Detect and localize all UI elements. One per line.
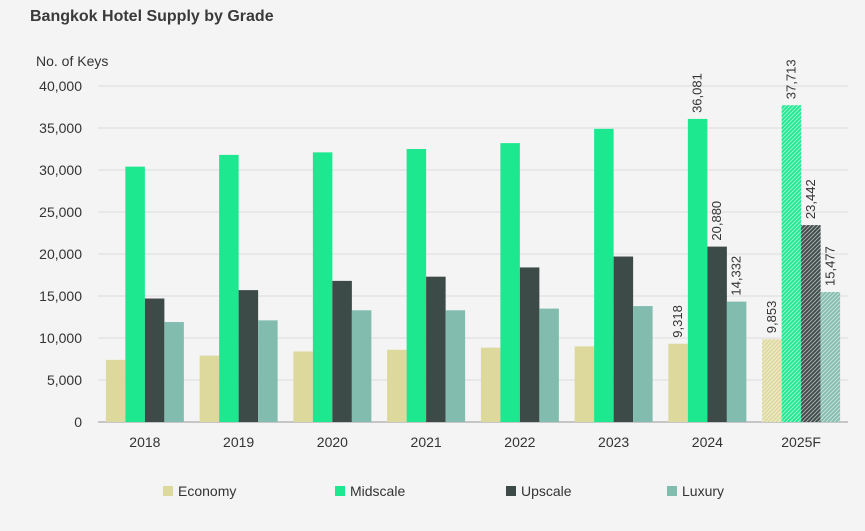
bar-upscale-2025f bbox=[801, 225, 821, 422]
legend-label-luxury: Luxury bbox=[682, 483, 724, 499]
x-tick-label: 2022 bbox=[504, 434, 535, 450]
bar-economy-2018 bbox=[105, 359, 126, 422]
legend: Economy Midscale Upscale Luxury bbox=[163, 483, 724, 499]
y-tick-label: 30,000 bbox=[39, 162, 82, 178]
bar-economy-2022 bbox=[480, 347, 501, 422]
bar-economy-2025f bbox=[762, 339, 782, 422]
bar-economy-2024 bbox=[668, 343, 688, 422]
bar-luxury-2023 bbox=[633, 306, 653, 422]
y-axis-label: No. of Keys bbox=[36, 53, 108, 69]
bar-economy-2020 bbox=[293, 351, 313, 422]
y-tick-label: 20,000 bbox=[39, 246, 82, 262]
bar-upscale-2024 bbox=[707, 246, 727, 422]
bar-luxury-2020 bbox=[351, 310, 372, 422]
data-label: 9,318 bbox=[670, 305, 685, 338]
bar-midscale-2025f bbox=[781, 105, 802, 422]
bar-luxury-2019 bbox=[258, 320, 278, 422]
bar-upscale-2022 bbox=[519, 267, 540, 422]
bar-luxury-2024 bbox=[726, 301, 747, 422]
data-label: 15,477 bbox=[822, 246, 837, 286]
legend-swatch-midscale bbox=[335, 486, 345, 496]
bar-midscale-2018 bbox=[125, 166, 145, 422]
bar-midscale-2020 bbox=[312, 152, 333, 423]
x-tick-label: 2024 bbox=[692, 434, 723, 450]
bar-economy-2023 bbox=[574, 346, 595, 422]
bar-economy-2021 bbox=[387, 349, 407, 422]
x-tick-label: 2020 bbox=[317, 434, 348, 450]
data-label: 36,081 bbox=[690, 73, 705, 113]
bar-upscale-2020 bbox=[332, 280, 352, 422]
bar-midscale-2019 bbox=[219, 154, 239, 422]
data-label: 14,332 bbox=[729, 256, 744, 296]
legend-swatch-upscale bbox=[506, 486, 516, 496]
bar-economy-2019 bbox=[199, 355, 220, 422]
x-tick-label: 2019 bbox=[223, 434, 254, 450]
data-label: 9,853 bbox=[764, 301, 779, 334]
y-tick-label: 10,000 bbox=[39, 330, 82, 346]
bar-luxury-2021 bbox=[445, 310, 466, 422]
y-tick-label: 25,000 bbox=[39, 204, 82, 220]
x-tick-label: 2018 bbox=[129, 434, 160, 450]
bar-midscale-2022 bbox=[500, 143, 520, 422]
legend-label-economy: Economy bbox=[178, 483, 236, 499]
x-axis: 2018 2019 2020 2021 2022 2023 2024 2025F bbox=[129, 434, 821, 450]
data-label: 20,880 bbox=[709, 201, 724, 241]
legend-label-midscale: Midscale bbox=[350, 483, 405, 499]
bar-midscale-2021 bbox=[406, 149, 427, 422]
y-tick-label: 40,000 bbox=[39, 78, 82, 94]
y-tick-label: 15,000 bbox=[39, 288, 82, 304]
x-tick-label: 2025F bbox=[781, 434, 821, 450]
bar-luxury-2018 bbox=[164, 322, 184, 422]
y-tick-label: 0 bbox=[74, 414, 82, 430]
data-label: 37,713 bbox=[783, 59, 798, 99]
bar-upscale-2018 bbox=[144, 298, 165, 422]
bar-upscale-2023 bbox=[613, 256, 634, 422]
bars: 9,318 36,081 20,880 14,332 9,853 37,713 23,442… bbox=[105, 59, 841, 423]
bar-luxury-2022 bbox=[539, 308, 559, 422]
x-tick-label: 2021 bbox=[411, 434, 442, 450]
bar-midscale-2023 bbox=[594, 128, 614, 422]
bar-upscale-2019 bbox=[238, 290, 259, 422]
legend-label-upscale: Upscale bbox=[521, 483, 572, 499]
data-label: 23,442 bbox=[803, 179, 818, 219]
y-tick-label: 35,000 bbox=[39, 120, 82, 136]
x-tick-label: 2023 bbox=[598, 434, 629, 450]
chart-title: Bangkok Hotel Supply by Grade bbox=[30, 8, 274, 25]
y-axis: 0 5,000 10,000 15,000 20,000 25,000 30,000 35,0… bbox=[39, 78, 82, 430]
legend-swatch-economy bbox=[163, 486, 173, 496]
bar-midscale-2024 bbox=[687, 118, 708, 422]
y-tick-label: 5,000 bbox=[47, 372, 82, 388]
legend-swatch-luxury bbox=[667, 486, 677, 496]
bar-luxury-2025f bbox=[820, 291, 841, 422]
bar-upscale-2021 bbox=[426, 276, 446, 422]
